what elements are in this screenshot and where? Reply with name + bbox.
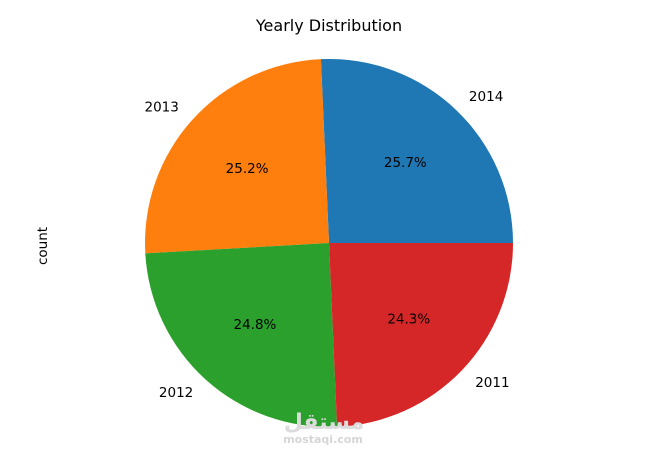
pct-label-2012: 24.8% [234,317,277,333]
watermark-arabic: مستقل [284,410,364,435]
pie-slice-2014 [320,59,513,243]
pct-label-2013: 25.2% [226,161,269,177]
pie-slice-2012 [145,243,338,427]
pie-slices [145,59,513,427]
pie-slice-2011 [329,243,513,427]
watermark-latin: mostaqi.com [283,433,363,446]
slice-label-2014: 2014 [469,89,503,105]
slice-label-2013: 2013 [145,99,179,115]
pie-slice-2013 [145,59,329,254]
pct-label-2014: 25.7% [384,155,427,171]
y-axis-label: count [35,227,51,265]
pct-label-2011: 24.3% [387,311,430,327]
chart-title: Yearly Distribution [255,16,402,35]
slice-label-2012: 2012 [159,385,193,401]
pie-labels: 25.7% 2014 25.2% 2013 24.8% 2012 24.3% 2011 [145,89,510,401]
watermark: مستقل mostaqi.com [283,410,364,446]
slice-label-2011: 2011 [475,375,509,391]
